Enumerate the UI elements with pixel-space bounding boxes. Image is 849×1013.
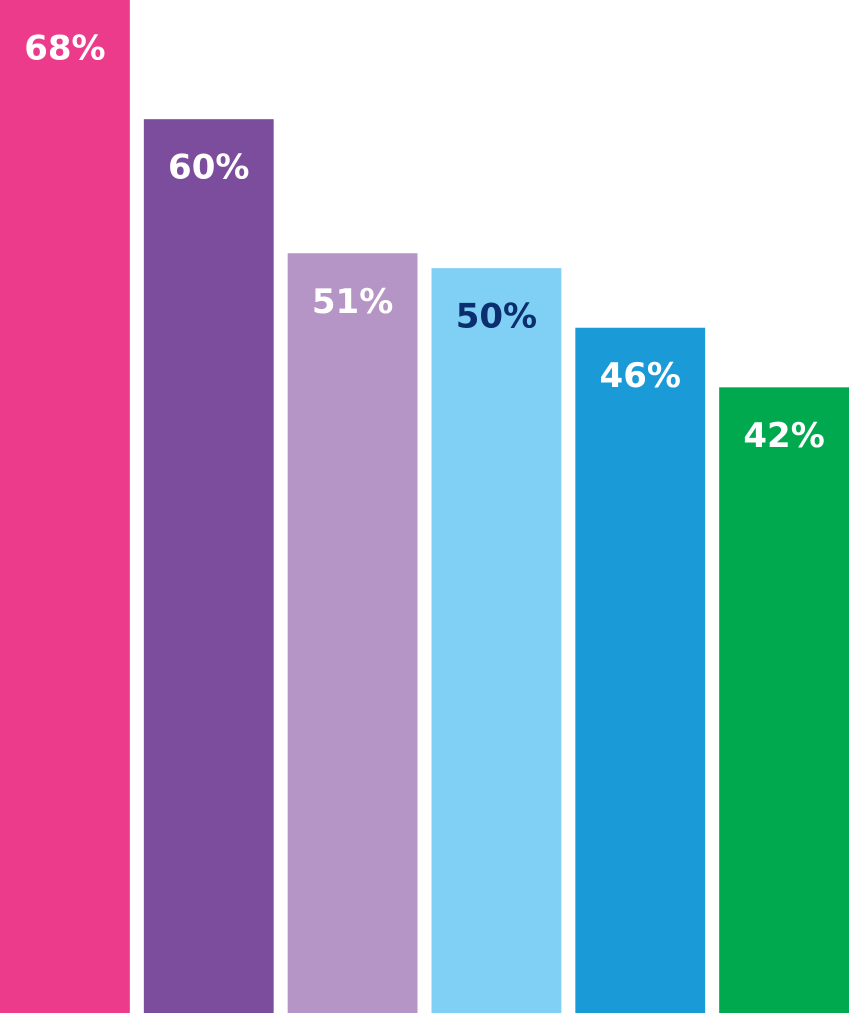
- bar: [0, 0, 130, 1013]
- value-label: 42%: [743, 416, 824, 456]
- bar: [719, 387, 849, 1013]
- bar: [287, 253, 418, 1013]
- value-label: 46%: [600, 356, 681, 396]
- bar: [575, 327, 706, 1013]
- bar: [431, 268, 562, 1013]
- value-label: 50%: [456, 297, 537, 337]
- value-label: 60%: [168, 148, 249, 188]
- value-label: 68%: [24, 29, 105, 69]
- bar: [143, 119, 274, 1013]
- value-label: 51%: [312, 282, 393, 322]
